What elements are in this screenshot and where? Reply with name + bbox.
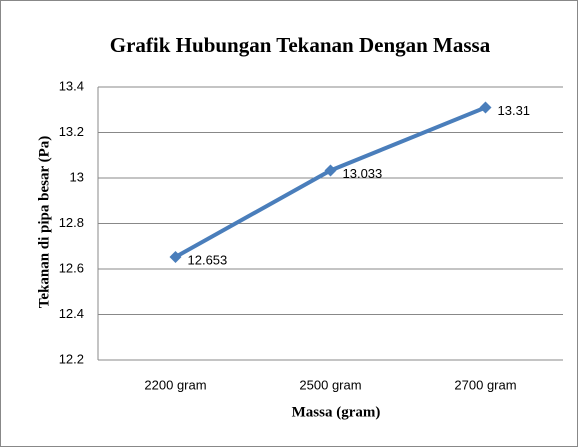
y-tick-label: 13.4 bbox=[59, 78, 84, 93]
marker bbox=[479, 101, 492, 114]
x-tick-label: 2200 gram bbox=[144, 377, 206, 392]
x-axis-label: Massa (gram) bbox=[292, 404, 381, 420]
marker bbox=[169, 250, 182, 263]
y-axis-label: Tekanan di pipa besar (Pa) bbox=[36, 136, 52, 309]
y-tick-label: 12.8 bbox=[59, 215, 84, 230]
y-tick-label: 12.6 bbox=[59, 260, 84, 275]
x-tick-label: 2700 gram bbox=[454, 377, 516, 392]
y-tick-label: 13.2 bbox=[59, 124, 84, 139]
y-tick-label: 13 bbox=[70, 169, 84, 184]
x-tick-label: 2500 gram bbox=[299, 377, 361, 392]
y-tick-label: 12.2 bbox=[59, 351, 84, 366]
marker bbox=[324, 164, 337, 177]
y-tick-label: 12.4 bbox=[59, 306, 84, 321]
chart-title: Grafik Hubungan Tekanan Dengan Massa bbox=[110, 33, 491, 57]
data-label: 12.653 bbox=[188, 252, 228, 267]
data-label: 13.31 bbox=[498, 103, 531, 118]
data-label: 13.033 bbox=[343, 166, 383, 181]
